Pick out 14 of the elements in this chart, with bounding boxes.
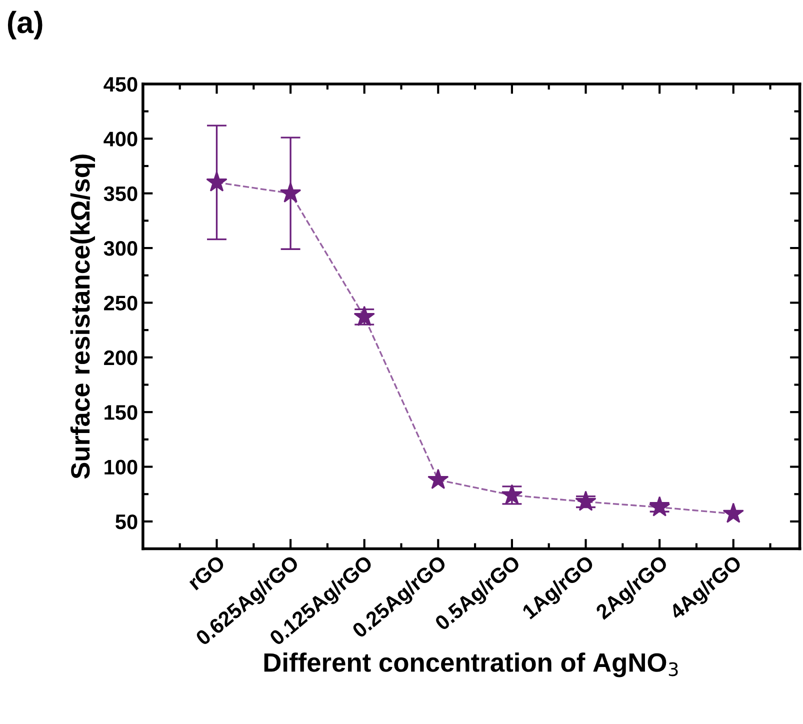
y-tick-label: 100 <box>104 460 138 475</box>
y-tick-label: 50 <box>116 514 138 530</box>
y-tick-label: 300 <box>104 241 138 256</box>
y-tick-label: 350 <box>104 186 138 202</box>
y-tick-label: 450 <box>104 76 138 92</box>
y-tick-label: 200 <box>104 350 138 366</box>
y-tick-label: 400 <box>104 132 138 146</box>
x-axis-title: Different concentration of AgNO$_{3}$ <box>264 652 678 678</box>
chart-title: (a) <box>8 10 42 40</box>
y-axis-title: Surface resistance(kΩ/sq) <box>70 154 95 479</box>
y-tick-label: 250 <box>104 296 138 310</box>
point <box>722 502 744 523</box>
y-tick-label: 150 <box>104 405 138 420</box>
point <box>428 468 449 490</box>
